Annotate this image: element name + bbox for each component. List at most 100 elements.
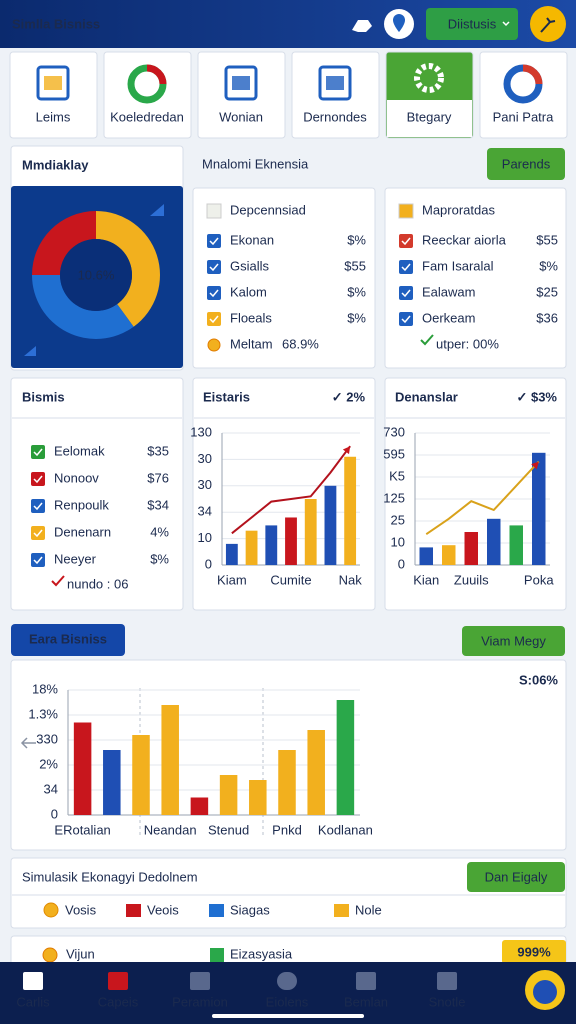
row-icon-glyph bbox=[33, 556, 43, 565]
bar bbox=[336, 700, 355, 815]
row-icon-glyph bbox=[209, 237, 219, 246]
row-label: Gsialls bbox=[230, 258, 270, 273]
y-tick-label: 1.3% bbox=[28, 706, 58, 721]
legend-marker bbox=[209, 904, 224, 917]
panel-decor bbox=[150, 204, 164, 216]
dan-button[interactable] bbox=[467, 862, 565, 892]
bar bbox=[73, 722, 92, 815]
bar bbox=[225, 543, 238, 565]
settings-glyph bbox=[540, 17, 556, 33]
tile-label: Koeledredan bbox=[110, 109, 184, 124]
bar bbox=[464, 532, 478, 565]
donut-hole bbox=[60, 239, 132, 311]
tile-label: Leims bbox=[36, 109, 71, 124]
chat-icon[interactable] bbox=[352, 20, 372, 32]
row-icon bbox=[207, 312, 221, 326]
parends-button[interactable] bbox=[487, 148, 565, 180]
row-icon-glyph bbox=[33, 529, 43, 538]
nav-icon[interactable] bbox=[356, 972, 376, 990]
back-arrow[interactable] bbox=[20, 737, 36, 749]
row-icon-glyph bbox=[401, 289, 411, 298]
tile[interactable] bbox=[103, 51, 192, 139]
y-tick-label: 10 bbox=[198, 530, 212, 545]
legend-label: Vosis bbox=[65, 902, 97, 917]
panel-decor bbox=[24, 346, 36, 356]
y-tick-label: 0 bbox=[205, 556, 212, 571]
bar bbox=[487, 518, 501, 565]
card-title: Simulasik Ekonagyi Dedolnem bbox=[22, 869, 198, 884]
row-value: $55 bbox=[536, 232, 558, 247]
mapr-card bbox=[384, 187, 567, 369]
legend-marker bbox=[43, 902, 59, 918]
row-icon-glyph bbox=[33, 502, 43, 511]
card-title: Denanslar bbox=[395, 389, 458, 404]
y-tick-label: 18% bbox=[32, 681, 58, 696]
tile-icon bbox=[414, 63, 444, 93]
x-tick-label: Kodlanan bbox=[318, 822, 373, 837]
row-label: Nonoov bbox=[54, 470, 99, 485]
donut-slice bbox=[32, 211, 96, 275]
nav-label: Carlis bbox=[16, 994, 50, 1009]
nav-icon[interactable] bbox=[437, 972, 457, 990]
nav-icon[interactable] bbox=[277, 972, 297, 990]
legend-marker bbox=[334, 904, 349, 917]
bismis-card bbox=[10, 377, 184, 611]
nav-label: Snotle bbox=[429, 994, 466, 1009]
nav-icon[interactable] bbox=[190, 972, 210, 990]
x-tick-label: ERotalian bbox=[54, 822, 110, 837]
row-icon bbox=[207, 260, 221, 274]
x-tick-label: Zuuils bbox=[454, 572, 489, 587]
row-icon bbox=[399, 286, 413, 300]
footer-item: Vijun bbox=[66, 946, 95, 961]
tile[interactable] bbox=[479, 51, 568, 139]
bar bbox=[249, 780, 267, 815]
bar bbox=[324, 485, 337, 565]
simulation-card bbox=[10, 857, 567, 929]
viam-button[interactable] bbox=[462, 626, 565, 656]
nav-label: Peramion bbox=[172, 994, 228, 1009]
row-value: $55 bbox=[344, 258, 366, 273]
y-tick-label: 2% bbox=[39, 756, 58, 771]
legend-label: Nole bbox=[355, 902, 382, 917]
nav-icon[interactable] bbox=[23, 972, 43, 990]
dan-button-label: Dan Eigaly bbox=[485, 869, 548, 884]
footer-icon bbox=[210, 948, 224, 962]
tile-icon-part bbox=[522, 64, 543, 85]
x-tick-label: Neandan bbox=[144, 822, 197, 837]
tile-label: Pani Patra bbox=[493, 109, 554, 124]
donut-center-label: 10.6% bbox=[78, 267, 115, 282]
y-tick-label: 595 bbox=[383, 446, 405, 461]
footer-badge-label: 999% bbox=[517, 944, 551, 959]
tile-label: Wonian bbox=[219, 109, 263, 124]
row-icon bbox=[31, 526, 45, 540]
row-value: 4% bbox=[150, 524, 169, 539]
y-tick-label: 730 bbox=[383, 424, 405, 439]
bar bbox=[285, 517, 297, 565]
card-badge: ✓ $3% bbox=[516, 389, 557, 404]
tile-icon-part bbox=[326, 76, 344, 90]
y-tick-label: 0 bbox=[51, 806, 58, 821]
row-icon bbox=[399, 312, 413, 326]
donut-slice bbox=[96, 211, 161, 327]
y-tick-label: 25 bbox=[391, 512, 405, 527]
dept-card bbox=[192, 187, 376, 369]
x-tick-label: Stenud bbox=[208, 822, 249, 837]
bar bbox=[190, 797, 209, 815]
row-value: $% bbox=[347, 310, 366, 325]
row-value: $76 bbox=[147, 470, 169, 485]
row-icon bbox=[207, 234, 221, 248]
trend-line bbox=[425, 460, 540, 536]
row-label: Kalom bbox=[230, 284, 267, 299]
bar bbox=[509, 525, 523, 565]
row-icon-glyph bbox=[209, 289, 219, 298]
x-tick-label: Pnkd bbox=[272, 822, 302, 837]
row-value: $34 bbox=[147, 497, 169, 512]
y-tick-label: 130 bbox=[190, 424, 212, 439]
row-icon-glyph bbox=[209, 315, 219, 324]
nav-icon[interactable] bbox=[108, 972, 128, 990]
tile-icon-part bbox=[146, 64, 167, 85]
y-tick-label: K5 bbox=[389, 468, 405, 483]
bar bbox=[532, 452, 546, 565]
donut-slice bbox=[32, 275, 134, 339]
filter-button[interactable] bbox=[426, 8, 518, 40]
